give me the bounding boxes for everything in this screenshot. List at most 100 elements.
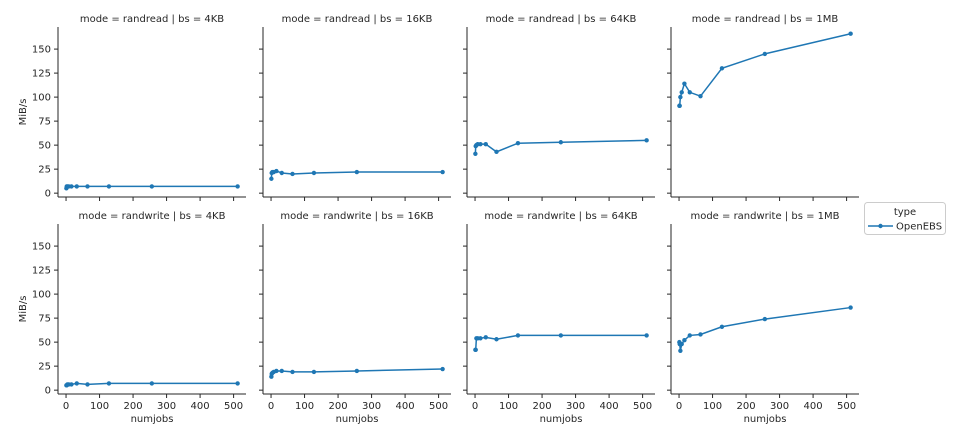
x-tick-label: 400 [396,401,415,412]
data-point [678,348,683,353]
data-point [106,184,112,189]
data-point [85,382,90,387]
x-tick-label: 300 [770,401,789,412]
panel-title: mode = randread | bs = 16KB [282,14,433,25]
x-tick-label: 0 [472,401,478,412]
data-point [679,90,684,95]
data-point [682,81,687,86]
y-tick-label: 25 [38,165,51,176]
panel-title: mode = randwrite | bs = 64KB [484,211,637,222]
panel-title: mode = randwrite | bs = 4KB [79,211,226,222]
data-point [679,341,684,347]
legend-title: type [894,207,916,218]
data-point [494,337,499,342]
y-tick-label: 0 [45,386,51,397]
data-point [478,336,483,341]
y-tick-label: 125 [32,266,51,277]
x-tick-label: 400 [600,401,619,412]
series-line [678,32,851,107]
x-tick-label: 0 [268,401,274,412]
facet-panel: mode = randread | bs = 16KB [259,14,451,201]
data-point [478,141,483,147]
x-axis-label: numjobs [336,414,379,425]
data-point [687,90,692,95]
data-point [473,151,478,156]
data-point [762,51,768,57]
data-point [483,141,488,147]
facet-panel: mode = randread | bs = 64KB [463,14,655,201]
data-point [698,332,703,337]
data-point [149,184,155,189]
y-tick-label: 100 [32,290,51,301]
y-axis-label: MiB/s [18,99,29,126]
y-tick-label: 150 [32,242,51,253]
data-point [69,382,74,387]
data-point [515,333,521,338]
y-tick-label: 75 [38,314,51,325]
y-tick-label: 0 [45,189,51,200]
y-axis-label: MiB/s [18,296,29,323]
data-point [269,176,274,181]
facet-panel: mode = randwrite | bs = 4KB 0 25 50 75 100 125… [18,211,246,425]
data-point [440,366,445,372]
data-point [848,305,853,310]
data-point [762,316,768,322]
x-tick-label: 200 [737,401,756,412]
legend: type OpenEBS [864,202,946,235]
x-tick-label: 200 [533,401,552,412]
x-tick-label: 200 [329,401,348,412]
facet-panel: mode = randwrite | bs = 16KB 0 100 200 300 40… [259,211,451,425]
y-tick-label: 100 [32,93,51,104]
x-tick-label: 500 [837,401,856,412]
data-point [290,171,295,177]
y-tick-label: 25 [38,362,51,373]
y-tick-label: 150 [32,45,51,56]
y-tick-label: 125 [32,69,51,80]
x-axis-label: numjobs [744,414,787,425]
y-tick-label: 75 [38,117,51,128]
data-point [515,141,521,146]
legend-entry: OpenEBS [896,222,942,233]
data-point [235,184,240,189]
x-tick-label: 400 [804,401,823,412]
x-tick-label: 100 [90,401,109,412]
x-tick-label: 500 [633,401,652,412]
data-point [644,138,649,143]
data-point [85,184,90,189]
data-point [311,170,317,176]
data-point [678,94,683,100]
panel-title: mode = randwrite | bs = 1MB [690,211,839,222]
data-point [311,369,317,375]
data-point [644,333,649,338]
y-tick-label: 50 [38,141,51,152]
data-point [682,338,687,343]
data-point [279,368,284,374]
data-point [698,93,703,99]
x-tick-label: 0 [676,401,682,412]
x-tick-label: 100 [295,401,314,412]
facet-panel: mode = randread | bs = 4KB 0 25 50 75 100 125 1… [18,14,246,201]
data-point [74,184,79,189]
x-tick-label: 100 [499,401,518,412]
x-tick-label: 300 [566,401,585,412]
data-point [69,184,74,189]
data-point [719,324,725,329]
data-point [687,333,692,338]
data-point [494,149,499,155]
data-point [274,368,279,374]
x-tick-label: 0 [63,401,69,412]
x-axis-label: numjobs [540,414,583,425]
x-tick-label: 300 [362,401,381,412]
x-tick-label: 300 [157,401,176,412]
x-tick-label: 200 [124,401,143,412]
facet-panel: mode = randread | bs = 1MB [667,14,859,201]
x-tick-label: 400 [191,401,210,412]
x-tick-label: 500 [224,401,243,412]
panel-title: mode = randwrite | bs = 16KB [280,211,433,222]
x-axis-label: numjobs [131,414,174,425]
data-point [74,381,79,386]
facet-panel: mode = randwrite | bs = 1MB 0 100 200 300 400… [667,211,859,425]
data-point [235,381,240,386]
data-point [848,31,853,36]
